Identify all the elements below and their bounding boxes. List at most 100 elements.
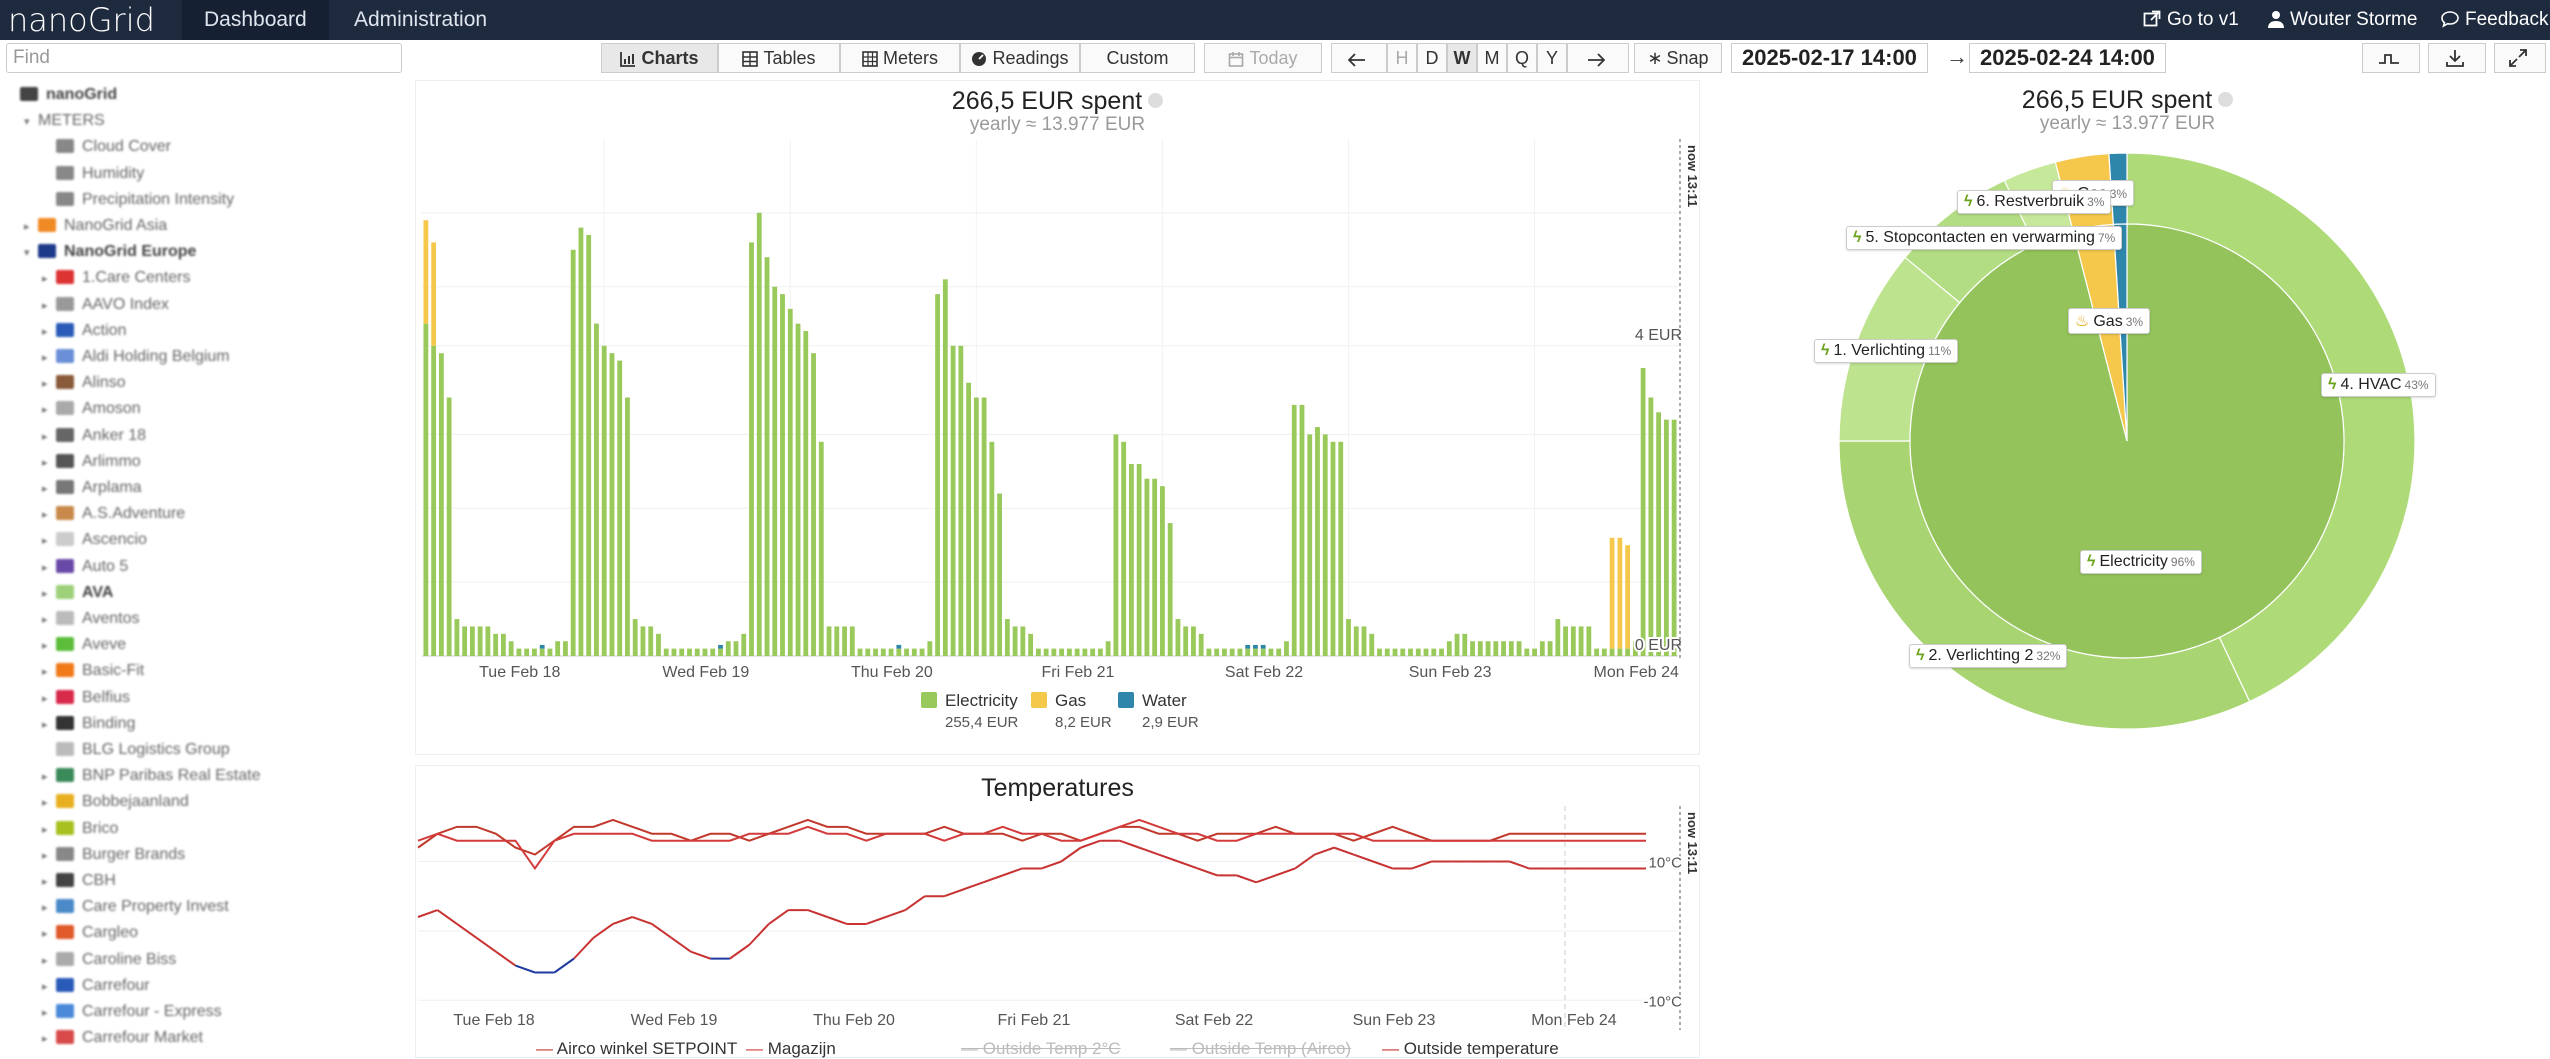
app-logo[interactable]: nanoGrid [8,1,155,39]
tree-caret-icon[interactable]: ▸ [42,614,48,626]
sidebar-tree-item[interactable]: ▸ Aldi Holding Belgium [42,344,230,370]
sidebar-tree-item[interactable]: ▸ Aveve [42,632,126,658]
tree-caret-icon[interactable]: ▸ [42,1033,48,1046]
sidebar-tree-item[interactable]: ▸ Cargleo [42,920,138,946]
sidebar-tree-item[interactable]: ▸ Arlimmo [42,449,141,475]
sidebar-tree-item[interactable]: ▸ BNP Paribas Real Estate [42,763,260,789]
tab-tables[interactable]: Tables [718,43,840,73]
tree-caret-icon[interactable]: ▸ [42,456,48,469]
legend-outside-temp-airco[interactable]: — Outside Temp (Airco) [1170,1039,1352,1058]
go-v1-link[interactable]: Go to v1 [2143,0,2239,40]
tab-readings[interactable]: Readings [960,43,1080,73]
tree-caret-icon[interactable]: ▸ [42,771,48,784]
sidebar-tree-item[interactable]: ▾ METERS [24,108,105,134]
sidebar-tree-item[interactable]: ▾ NanoGrid Europe [24,239,196,265]
tab-charts[interactable]: Charts [601,43,718,73]
prev-period-button[interactable] [1331,43,1387,73]
sidebar-tree-item[interactable]: ▸ Alinso [42,370,126,396]
info-icon[interactable] [1148,93,1164,108]
sidebar-tree-item[interactable]: ▸ Carrefour [42,973,150,999]
tree-caret-icon[interactable]: ▸ [42,299,48,312]
sidebar-tree-item[interactable]: ▸ Brico [42,816,118,842]
legend-water[interactable]: Water [1118,691,1187,711]
tree-caret-icon[interactable]: ▸ [42,928,48,941]
tree-caret-icon[interactable]: ▸ [42,273,48,286]
legend-outside-temp-2c[interactable]: — Outside Temp 2°C [961,1039,1121,1058]
sidebar-tree-item[interactable]: ▸ Arplama [42,475,142,501]
next-period-button[interactable] [1567,43,1629,73]
sidebar-tree-item[interactable]: ▸ Action [42,318,126,344]
tree-caret-icon[interactable]: ▸ [42,666,48,679]
period-day[interactable]: D [1417,43,1447,73]
tab-meters[interactable]: Meters [840,43,960,73]
tree-caret-icon[interactable]: ▸ [42,352,48,364]
tree-caret-icon[interactable]: ▸ [42,797,48,810]
tree-caret-icon[interactable]: ▸ [42,640,48,653]
tree-caret-icon[interactable]: ▸ [42,509,48,522]
legend-airco-setpoint[interactable]: — Airco winkel SETPOINT [536,1039,738,1058]
feedback-link[interactable]: Feedback [2441,0,2548,40]
tree-caret-icon[interactable]: ▸ [42,535,48,548]
sidebar-tree-item[interactable]: ▸ Anker 18 [42,423,146,449]
sidebar-tree-item[interactable]: ▸ Auto 5 [42,554,128,580]
tree-caret-icon[interactable]: ▸ [24,221,30,233]
tree-caret-icon[interactable]: ▸ [42,718,48,731]
period-year[interactable]: Y [1537,43,1567,73]
sidebar-tree-item[interactable]: ▸ Burger Brands [42,842,185,868]
sidebar-tree-item[interactable]: ▸ Care Property Invest [42,894,229,920]
snap-button[interactable]: ∗ Snap [1634,43,1722,73]
period-hour[interactable]: H [1387,43,1417,73]
sidebar-tree-item[interactable]: Cloud Cover [42,134,171,160]
tree-caret-icon[interactable]: ▸ [42,876,48,888]
sidebar-tree-item[interactable]: ▸ A.S.Adventure [42,501,185,527]
sidebar-tree-item[interactable]: ▸ Carrefour Market [42,1025,203,1051]
tree-caret-icon[interactable]: ▸ [42,954,48,967]
tree-caret-icon[interactable]: ▸ [42,692,48,705]
tree-caret-icon[interactable]: ▸ [42,404,48,417]
find-input[interactable]: Find [6,43,402,73]
sidebar-tree-item[interactable]: ▸ CBH [42,868,116,894]
legend-gas[interactable]: Gas [1031,691,1086,711]
sidebar-tree-item[interactable]: ▸ 1.Care Centers [42,265,191,291]
sidebar-tree-item[interactable]: Precipitation Intensity [42,187,234,213]
nav-administration[interactable]: Administration [354,8,488,31]
sidebar-tree-item[interactable]: ▸ NanoGrid Asia [24,213,167,239]
tree-caret-icon[interactable]: ▸ [42,980,48,993]
sidebar-tree-item[interactable]: ▸ AVA [42,580,113,606]
tree-caret-icon[interactable]: ▸ [42,1007,48,1019]
sidebar-tree-item[interactable]: nanoGrid [6,82,117,108]
sidebar-tree-item[interactable]: ▸ Caroline Biss [42,947,176,973]
legend-electricity[interactable]: Electricity [921,691,1018,711]
period-week[interactable]: W [1447,43,1477,73]
user-menu[interactable]: Wouter Storme [2268,0,2417,40]
tree-caret-icon[interactable]: ▸ [42,483,48,495]
fullscreen-button[interactable] [2494,43,2546,73]
sidebar-tree-item[interactable]: ▸ Bobbejaanland [42,789,189,815]
period-month[interactable]: M [1477,43,1507,73]
tree-caret-icon[interactable]: ▸ [42,587,48,600]
sidebar-tree-item[interactable]: ▸ Aventos [42,606,140,632]
tree-caret-icon[interactable]: ▸ [42,325,48,338]
date-from-input[interactable]: 2025-02-17 14:00 [1731,43,1928,73]
tree-caret-icon[interactable]: ▸ [42,849,48,862]
step-chart-toggle[interactable] [2362,43,2420,73]
info-icon[interactable] [2218,92,2234,107]
sidebar-tree-item[interactable]: Humidity [42,161,144,187]
today-button[interactable]: Today [1204,43,1322,73]
period-quarter[interactable]: Q [1507,43,1537,73]
sidebar-tree-item[interactable]: ▸ Belfius [42,685,130,711]
tree-caret-icon[interactable]: ▸ [42,430,48,443]
sidebar-tree-item[interactable]: ▸ Carrefour - Express [42,999,222,1025]
tree-caret-icon[interactable]: ▾ [24,247,30,260]
tree-caret-icon[interactable]: ▸ [42,378,48,391]
legend-magazijn[interactable]: — Magazijn [746,1039,836,1058]
sidebar-tree-item[interactable]: ▸ Basic-Fit [42,658,144,684]
tree-caret-icon[interactable]: ▸ [42,561,48,574]
tree-caret-icon[interactable]: ▸ [42,823,48,836]
date-to-input[interactable]: 2025-02-24 14:00 [1969,43,2166,73]
sidebar-tree-item[interactable]: ▸ Ascencio [42,527,147,553]
tree-caret-icon[interactable]: ▸ [42,902,48,915]
download-button[interactable] [2428,43,2486,73]
sidebar-tree-item[interactable]: BLG Logistics Group [42,737,230,763]
nav-dashboard[interactable]: Dashboard [182,0,329,40]
